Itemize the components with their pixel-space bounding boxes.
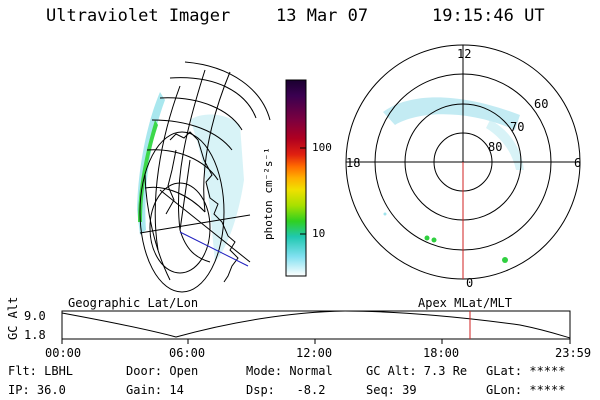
instrument-title: Ultraviolet Imager — [46, 6, 231, 26]
altitude-timeline — [61, 310, 571, 344]
status-gc-alt: GC Alt: 7.3 Re — [366, 364, 468, 378]
colorbar-tick-100: 100 — [312, 141, 332, 154]
mlt-label-18: 18 — [346, 156, 361, 170]
mlt-label-0: 0 — [466, 276, 474, 290]
colorbar-unit-label: photon cm⁻²s⁻¹ — [262, 147, 275, 240]
timeline-x-tick: 12:00 — [296, 346, 333, 360]
status-ip: IP: 36.0 — [8, 383, 66, 397]
status-glon: GLon: ***** — [486, 383, 566, 397]
status-door: Door: Open — [126, 364, 199, 378]
geographic-map — [137, 61, 271, 293]
timeline-y-axis-title: GC Alt — [6, 296, 20, 340]
colorbar — [285, 79, 307, 277]
status-gain: Gain: 14 — [126, 383, 184, 397]
timeline-y-tick-top: 9.0 — [24, 309, 46, 323]
date-label: 13 Mar 07 — [276, 6, 369, 26]
lat-label-70: 70 — [510, 120, 525, 134]
lat-label-80: 80 — [488, 140, 503, 154]
timeline-x-tick: 23:59 — [555, 346, 592, 360]
colorbar-tick-10: 10 — [312, 227, 326, 240]
lat-label-60: 60 — [534, 97, 549, 111]
timeline-x-tick: 18:00 — [423, 346, 460, 360]
timeline-y-tick-bottom: 1.8 — [24, 328, 46, 342]
status-glat: GLat: ***** — [486, 364, 566, 378]
polar-plot — [345, 44, 581, 280]
timeline-x-tick: 00:00 — [45, 346, 82, 360]
timeline-left-label: Geographic Lat/Lon — [68, 296, 199, 310]
status-filter: Flt: LBHL — [8, 364, 74, 378]
status-mode: Mode: Normal — [246, 364, 333, 378]
mlt-label-6: 6 — [574, 156, 582, 170]
status-dsp: Dsp: -8.2 — [246, 383, 326, 397]
status-seq: Seq: 39 — [366, 383, 417, 397]
time-label: 19:15:46 UT — [432, 6, 545, 26]
mlt-label-12: 12 — [457, 47, 472, 61]
timeline-x-tick: 06:00 — [169, 346, 206, 360]
timeline-right-label: Apex MLat/MLT — [418, 296, 512, 310]
